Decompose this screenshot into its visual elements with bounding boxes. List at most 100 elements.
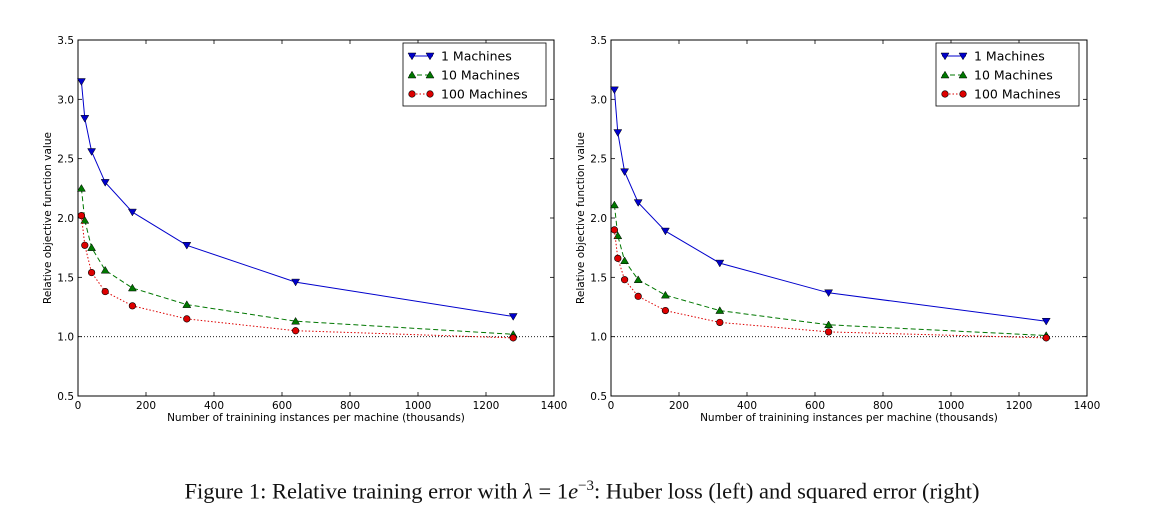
y-tick-label: 3.5 (590, 35, 607, 47)
x-axis-label: Number of trainining instances per machi… (167, 412, 465, 424)
legend-marker (407, 52, 417, 61)
y-tick-label: 0.5 (590, 391, 607, 403)
series-line-2 (613, 204, 1047, 336)
legend-label: 100 Machines (441, 87, 528, 102)
y-tick-label: 2.5 (57, 154, 74, 166)
x-tick-label: 400 (204, 400, 224, 412)
x-tick-label: 800 (340, 400, 360, 412)
y-tick-label: 3.0 (57, 94, 74, 106)
legend-label: 1 Machines (974, 49, 1045, 64)
x-tick-label: 800 (873, 400, 893, 412)
legend-marker (408, 90, 416, 98)
series-line-2 (80, 188, 514, 335)
data-point (633, 275, 643, 283)
data-point (80, 216, 90, 224)
y-tick-label: 1.5 (590, 272, 607, 284)
data-point (609, 86, 619, 95)
x-tick-label: 0 (608, 400, 615, 412)
caption-equals: = 1 (538, 478, 569, 504)
y-tick-label: 3.5 (57, 35, 74, 47)
legend-label: 1 Machines (441, 49, 512, 64)
x-tick-label: 1200 (1006, 400, 1033, 412)
series-line-3 (613, 229, 1047, 339)
chart-panel-2: 0 200 400 600 800 1000 1200 1400 0.5 1.0 1.5 2.0 2.5… (575, 35, 1100, 424)
series-line-1 (80, 81, 514, 317)
data-point (613, 231, 623, 240)
x-tick-label: 600 (805, 400, 825, 412)
data-point (101, 287, 109, 296)
y-axis-label: Relative objective function value (42, 132, 54, 304)
data-point (715, 259, 725, 268)
data-point (182, 242, 192, 250)
data-point (508, 313, 518, 321)
data-point (100, 179, 110, 187)
x-tick-label: 400 (737, 400, 757, 412)
legend-marker (958, 70, 968, 79)
series-line-3 (80, 215, 514, 339)
x-axis-label: Number of trainining instances per machi… (700, 412, 998, 424)
data-point (1042, 334, 1050, 342)
y-tick-label: 1.0 (590, 332, 607, 344)
x-tick-label: 1000 (938, 400, 965, 412)
data-point (824, 289, 834, 298)
caption-text-after: : Huber loss (left) and squared error (r… (594, 478, 980, 504)
legend-marker (940, 70, 950, 79)
data-point (87, 148, 97, 156)
data-point (620, 276, 629, 284)
y-tick-label: 1.0 (57, 332, 74, 344)
data-point (291, 278, 301, 287)
data-point (824, 328, 833, 336)
series-line-1 (613, 89, 1047, 322)
legend-label: 100 Machines (974, 87, 1061, 102)
data-point (613, 129, 623, 137)
x-tick-label: 1000 (405, 400, 432, 412)
data-point (715, 306, 725, 314)
data-point (660, 227, 670, 236)
data-point (80, 115, 90, 123)
figure: 0 200 400 600 800 1000 1200 1400 0.5 1.0 1.5 2.0 2.5… (42, 35, 1100, 424)
x-tick-label: 200 (136, 400, 156, 412)
caption-lambda: λ (523, 478, 533, 504)
y-tick-label: 1.5 (57, 272, 74, 284)
y-tick-label: 3.0 (590, 94, 607, 106)
data-point (633, 199, 643, 207)
x-tick-label: 0 (75, 400, 82, 412)
x-tick-label: 1200 (473, 400, 500, 412)
data-point (1041, 317, 1051, 326)
data-point (824, 320, 834, 329)
legend-marker (940, 52, 950, 61)
data-point (610, 226, 619, 234)
x-tick-label: 1400 (541, 400, 568, 412)
data-point (100, 265, 110, 274)
legend-label: 10 Machines (974, 68, 1053, 83)
caption-e: e (568, 478, 579, 504)
caption-exponent: −3 (578, 478, 595, 494)
caption-label: Figure 1: (184, 478, 267, 504)
legend-label: 10 Machines (441, 68, 520, 83)
data-point (609, 200, 619, 209)
data-point (183, 315, 191, 323)
legend-marker (941, 90, 949, 98)
legend-marker (407, 70, 417, 79)
legend-marker (958, 52, 968, 61)
chart-panel-1: 0 200 400 600 800 1000 1200 1400 0.5 1.0 1.5 2.0 2.5… (42, 35, 567, 424)
data-point (87, 268, 96, 277)
legend-marker (425, 70, 435, 79)
data-point (292, 327, 300, 335)
figure-caption: Figure 1: Relative training error with λ… (0, 478, 1164, 505)
data-point (128, 302, 136, 310)
data-point (509, 334, 517, 342)
data-point (620, 168, 630, 177)
legend-marker (426, 90, 434, 98)
y-tick-label: 2.0 (590, 213, 607, 225)
data-point (87, 243, 97, 251)
data-point (291, 316, 301, 325)
data-point (81, 241, 89, 249)
legend-marker (959, 90, 967, 98)
x-tick-label: 1400 (1074, 400, 1101, 412)
data-point (661, 306, 670, 315)
y-tick-label: 2.5 (590, 154, 607, 166)
legend-marker (425, 52, 435, 61)
y-tick-label: 0.5 (57, 391, 74, 403)
data-point (182, 300, 192, 308)
